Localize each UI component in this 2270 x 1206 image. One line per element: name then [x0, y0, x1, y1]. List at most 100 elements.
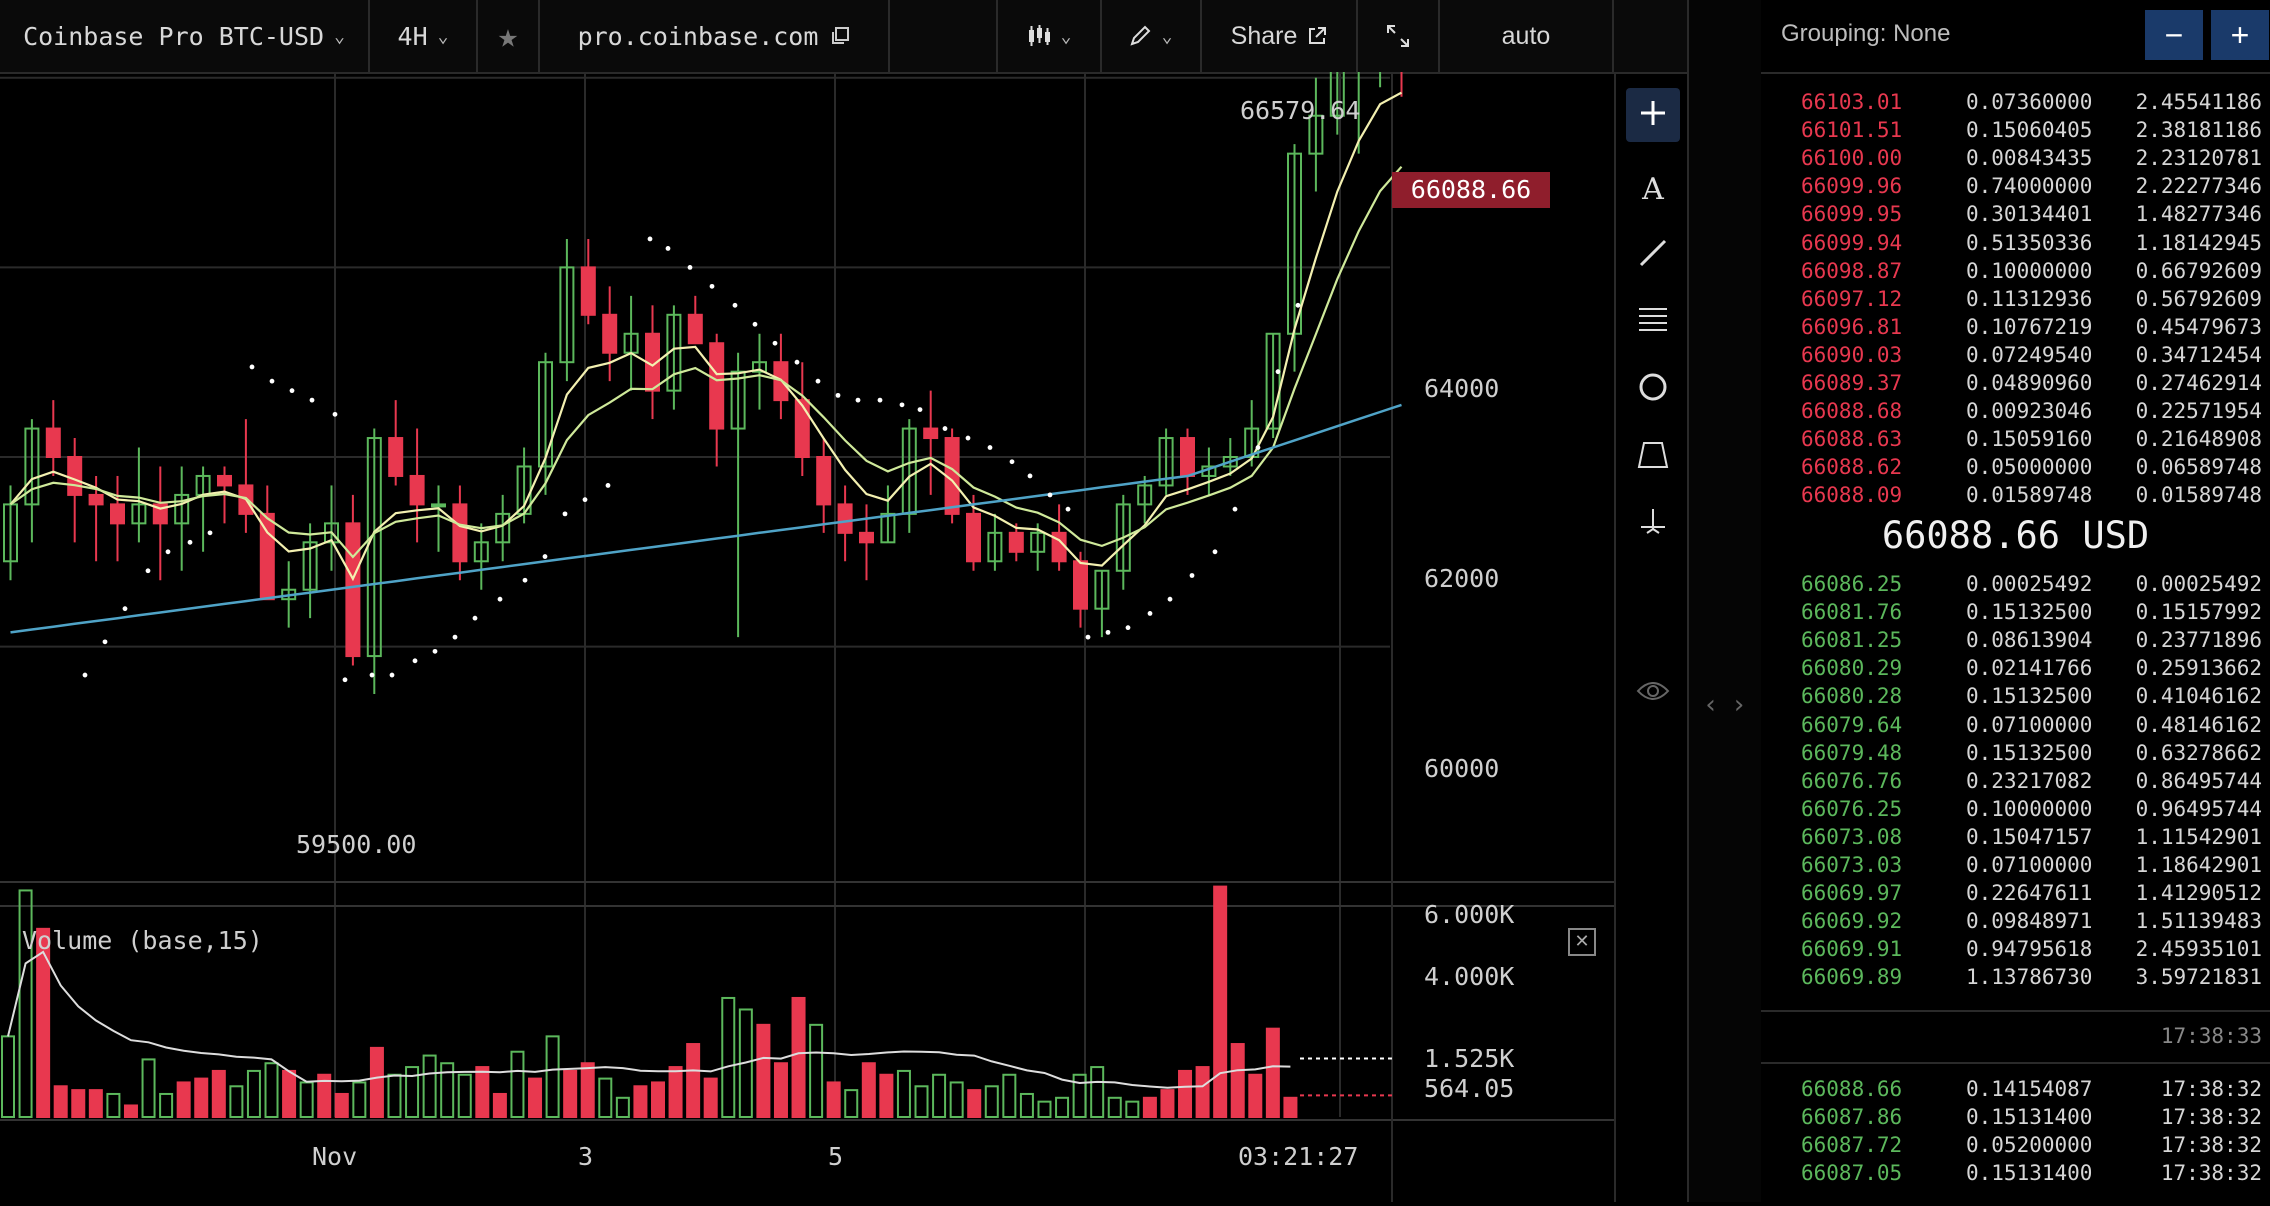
sar-dot: [855, 397, 861, 403]
size-cell: 0.07100000: [1966, 712, 2093, 737]
ask-row[interactable]: 66097.12 0.11312936 0.56792609: [1761, 287, 2270, 315]
bid-row[interactable]: 66073.08 0.15047157 1.11542901: [1761, 825, 2270, 853]
sar-dot: [122, 606, 128, 612]
ask-row[interactable]: 66088.68 0.00923046 0.22571954: [1761, 399, 2270, 427]
measure-tool[interactable]: [1626, 498, 1680, 552]
volume-bar: [703, 1077, 718, 1118]
price-tick: 62000: [1424, 564, 1500, 593]
chevron-right-icon[interactable]: ›: [1731, 690, 1747, 720]
sar-dot: [942, 426, 948, 431]
ask-row[interactable]: 66101.51 0.15060405 2.38181186: [1761, 118, 2270, 146]
scale-mode-button[interactable]: auto: [1440, 0, 1614, 72]
grouping-decrease-button[interactable]: −: [2145, 10, 2203, 60]
eye-icon: [1636, 679, 1670, 707]
ask-row[interactable]: 66100.00 0.00843435 2.23120781: [1761, 146, 2270, 174]
ask-row[interactable]: 66090.03 0.07249540 0.34712454: [1761, 343, 2270, 371]
bid-row[interactable]: 66080.28 0.15132500 0.41046162: [1761, 684, 2270, 712]
trade-row[interactable]: 66087.05 0.15131400 17:38:32: [1761, 1161, 2270, 1189]
volume-bar: [1283, 1096, 1298, 1119]
trendline-tool[interactable]: [1626, 228, 1680, 282]
chevron-left-icon[interactable]: ‹: [1703, 690, 1719, 720]
bid-row[interactable]: 66076.76 0.23217082 0.86495744: [1761, 769, 2270, 797]
bid-row[interactable]: 66069.89 1.13786730 3.59721831: [1761, 965, 2270, 993]
bid-row[interactable]: 66069.91 0.94795618 2.45935101: [1761, 937, 2270, 965]
drawing-tool-selector[interactable]: ⌄: [1100, 0, 1202, 72]
volume-bar: [545, 1035, 560, 1118]
price-cell: 66087.72: [1801, 1133, 1903, 1158]
candle-body: [1137, 484, 1153, 506]
candle-body: [1030, 531, 1046, 553]
chart-type-selector[interactable]: ⌄: [996, 0, 1102, 72]
clock: 17:38:33: [2160, 1024, 2262, 1048]
price-cell: 66069.92: [1801, 909, 1903, 934]
volume-tick: 1.525K: [1424, 1044, 1515, 1073]
ask-row[interactable]: 66088.09 0.01589748 0.01589748: [1761, 483, 2270, 511]
sar-dot: [752, 321, 758, 327]
total-cell: 0.27462914: [2135, 371, 2262, 395]
bid-row[interactable]: 66081.25 0.08613904 0.23771896: [1761, 628, 2270, 656]
size-cell: 0.07360000: [1966, 90, 2093, 114]
bid-row[interactable]: 66076.25 0.10000000 0.96495744: [1761, 797, 2270, 825]
symbol-selector[interactable]: Coinbase Pro BTC-USD ⌄: [0, 0, 370, 72]
volume-bar: [1002, 1073, 1017, 1119]
candle-body: [217, 474, 232, 487]
share-button[interactable]: Share: [1202, 0, 1358, 72]
interval-label: 4H: [397, 21, 428, 51]
bid-row[interactable]: 66081.76 0.15132500 0.15157992: [1761, 600, 2270, 628]
bid-row[interactable]: 66080.29 0.02141766 0.25913662: [1761, 656, 2270, 684]
ask-row[interactable]: 66103.01 0.07360000 2.45541186: [1761, 90, 2270, 118]
size-cell: 0.07249540: [1966, 342, 2093, 367]
bid-row[interactable]: 66069.97 0.22647611 1.41290512: [1761, 881, 2270, 909]
trade-row[interactable]: 66087.72 0.05200000 17:38:32: [1761, 1133, 2270, 1161]
close-volume-icon[interactable]: ✕: [1568, 928, 1596, 956]
divider: [1761, 1010, 2270, 1012]
price-cell: 66098.87: [1801, 258, 1903, 283]
favorite-star-button[interactable]: ★: [478, 0, 540, 72]
sar-dot: [369, 672, 375, 678]
pattern-tool[interactable]: [1626, 430, 1680, 484]
bid-row[interactable]: 66086.25 0.00025492 0.00025492: [1761, 572, 2270, 600]
volume-bar: [1125, 1100, 1140, 1119]
sar-dot: [389, 672, 395, 678]
ask-row[interactable]: 66099.95 0.30134401 1.48277346: [1761, 202, 2270, 230]
price-cell: 66076.25: [1801, 796, 1903, 821]
ask-row[interactable]: 66098.87 0.10000000 0.66792609: [1761, 259, 2270, 287]
total-cell: 1.11542901: [2135, 824, 2262, 849]
panel-divider[interactable]: ‹ ›: [1687, 0, 1763, 1202]
fullscreen-button[interactable]: [1358, 0, 1440, 72]
sar-dot: [497, 596, 503, 602]
ask-row[interactable]: 66099.96 0.74000000 2.22277346: [1761, 174, 2270, 202]
chevron-down-icon: ⌄: [437, 25, 449, 47]
trade-row[interactable]: 66087.86 0.15131400 17:38:32: [1761, 1105, 2270, 1133]
bid-row[interactable]: 66073.03 0.07100000 1.18642901: [1761, 853, 2270, 881]
ask-row[interactable]: 66096.81 0.10767219 0.45479673: [1761, 315, 2270, 343]
price-chart[interactable]: 66579.64 59500.00 66088.66 64000 62000 6…: [0, 20, 1614, 1202]
ask-row[interactable]: 66088.63 0.15059160 0.21648908: [1761, 427, 2270, 455]
ask-row[interactable]: 66089.37 0.04890960 0.27462914: [1761, 371, 2270, 399]
visibility-toggle[interactable]: [1626, 666, 1680, 720]
bid-row[interactable]: 66079.64 0.07100000 0.48146162: [1761, 713, 2270, 741]
volume-bar: [668, 1066, 683, 1119]
text-tool[interactable]: A: [1626, 162, 1680, 216]
candle-body: [24, 427, 40, 506]
sar-dot: [605, 483, 611, 488]
candle-body: [794, 399, 810, 458]
price-cell: 66099.96: [1801, 174, 1903, 199]
ma-long-line: [10, 403, 1402, 634]
volume-bar: [861, 1062, 876, 1118]
ask-row[interactable]: 66088.62 0.05000000 0.06589748: [1761, 455, 2270, 483]
size-cell: 0.10767219: [1966, 314, 2093, 339]
bid-row[interactable]: 66079.48 0.15132500 0.63278662: [1761, 741, 2270, 769]
crosshair-tool[interactable]: [1626, 88, 1680, 142]
site-link[interactable]: pro.coinbase.com: [540, 0, 890, 72]
sar-dot: [647, 236, 653, 242]
horizontal-lines-tool[interactable]: [1626, 294, 1680, 348]
grouping-increase-button[interactable]: +: [2211, 10, 2269, 60]
circle-tool[interactable]: [1626, 362, 1680, 416]
sar-dot: [732, 302, 738, 308]
size-cell: 0.15131400: [1966, 1105, 2093, 1130]
trade-row[interactable]: 66088.66 0.14154087 17:38:32: [1761, 1077, 2270, 1105]
bid-row[interactable]: 66069.92 0.09848971 1.51139483: [1761, 909, 2270, 937]
ask-row[interactable]: 66099.94 0.51350336 1.18142945: [1761, 231, 2270, 259]
interval-selector[interactable]: 4H ⌄: [370, 0, 478, 72]
